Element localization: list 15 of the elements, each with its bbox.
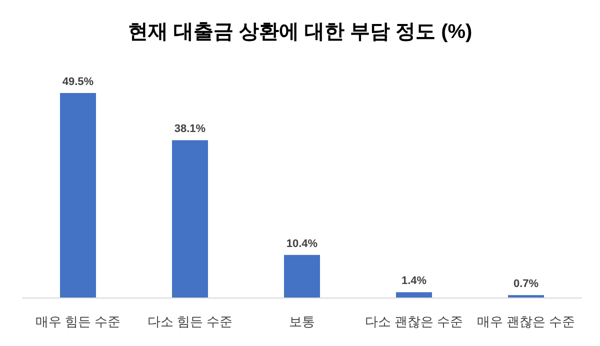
bar: [284, 254, 320, 298]
bar: [60, 93, 96, 298]
bar: [396, 292, 432, 298]
x-tick-label: 매우 괜찮은 수준: [476, 314, 576, 329]
data-label: 1.4%: [401, 275, 427, 288]
data-label: 49.5%: [62, 76, 94, 88]
x-tick-label: 매우 힘든 수준: [35, 314, 121, 329]
x-tick-label: 다소 힘든 수준: [147, 314, 233, 329]
data-label: 0.7%: [513, 278, 539, 290]
chart-title: 현재 대출금 상환에 대한 부담 정도 (%): [128, 21, 472, 43]
bar: [172, 140, 208, 298]
data-label: 10.4%: [286, 238, 318, 250]
data-label: 38.1%: [174, 123, 206, 136]
x-tick-label: 보통: [289, 314, 315, 329]
x-tick-label: 다소 괜찮은 수준: [364, 314, 464, 329]
